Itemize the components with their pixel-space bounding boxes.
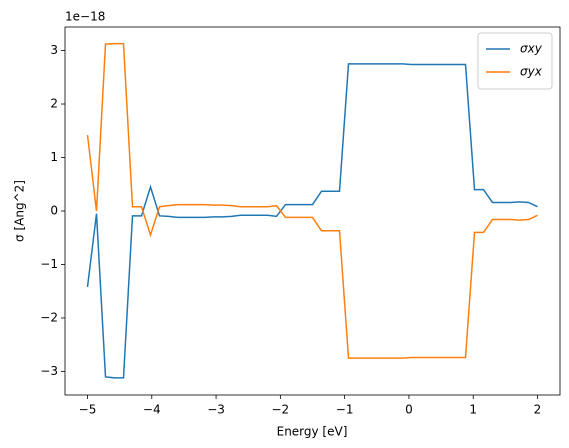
x-tick-label: 1 bbox=[469, 403, 477, 417]
x-tick-label: 2 bbox=[534, 403, 542, 417]
plot-frame bbox=[64, 26, 561, 396]
y-axis-label: σ [Ang^2] bbox=[13, 180, 27, 242]
x-tick-label: −4 bbox=[143, 403, 161, 417]
data-line bbox=[86, 42, 538, 359]
y-tick-label: −2 bbox=[40, 310, 58, 324]
y-tick-label: 3 bbox=[50, 43, 58, 57]
legend-label: σxy bbox=[520, 42, 543, 56]
y-tick-label: 0 bbox=[50, 204, 58, 218]
x-tick-label: −1 bbox=[336, 403, 354, 417]
y-tick-label: 1 bbox=[50, 150, 58, 164]
y-tick-label: −3 bbox=[40, 364, 58, 378]
data-line bbox=[86, 63, 538, 379]
y-tick-label: 2 bbox=[50, 97, 58, 111]
legend-label: σyx bbox=[520, 65, 543, 79]
x-axis-label: Energy [eV] bbox=[277, 425, 348, 439]
legend-box bbox=[477, 32, 553, 90]
y-offset-label: 1e−18 bbox=[65, 10, 105, 24]
x-tick-label: −3 bbox=[207, 403, 225, 417]
x-tick-label: 0 bbox=[405, 403, 413, 417]
y-tick-label: −1 bbox=[40, 257, 58, 271]
x-tick-label: −5 bbox=[79, 403, 97, 417]
x-tick-label: −2 bbox=[272, 403, 290, 417]
